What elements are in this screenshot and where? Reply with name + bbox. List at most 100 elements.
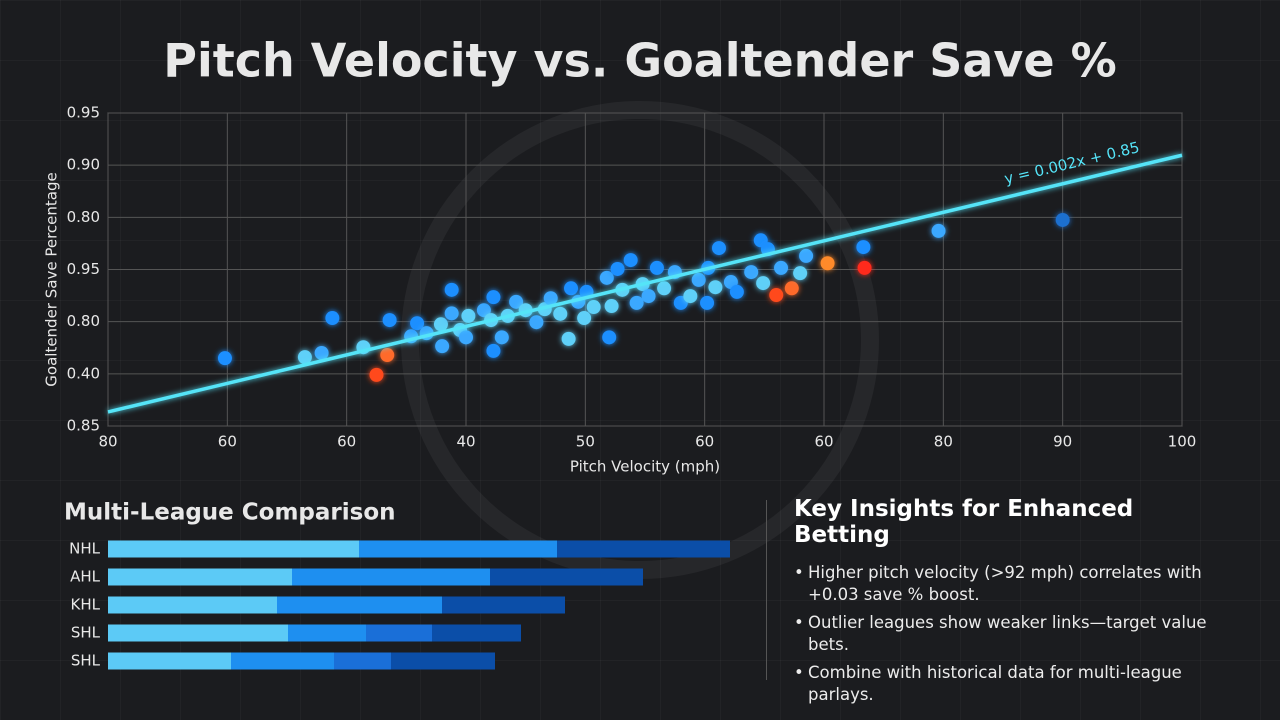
data-point: [461, 308, 476, 323]
data-point: [623, 253, 638, 268]
data-point: [217, 351, 232, 366]
y-tick-label: 0.95: [67, 260, 100, 278]
data-point: [683, 289, 698, 304]
data-point: [314, 345, 329, 360]
bar-segment: [391, 652, 495, 670]
divider: [766, 500, 767, 680]
data-point: [602, 330, 617, 345]
data-point: [711, 241, 726, 256]
data-point: [529, 315, 544, 330]
data-point: [444, 306, 459, 321]
data-point: [380, 348, 395, 363]
data-point: [494, 330, 509, 345]
insights-title: Key Insights for Enhanced Betting: [794, 496, 1134, 548]
y-tick-label: 0.95: [67, 104, 100, 122]
data-point: [700, 295, 715, 310]
data-point: [599, 270, 614, 285]
bar-segment: [334, 652, 391, 670]
data-point: [476, 303, 491, 318]
bar-segment: [108, 540, 359, 558]
data-point: [586, 300, 601, 315]
bar-segment: [108, 568, 292, 586]
data-point: [564, 281, 579, 296]
bar-segment: [442, 596, 565, 614]
data-point: [444, 282, 459, 297]
trend-line: [107, 153, 1183, 414]
data-point: [769, 288, 784, 303]
x-tick-label: 100: [1168, 433, 1197, 451]
data-point: [657, 281, 672, 296]
data-point: [325, 311, 340, 326]
x-tick-label: 40: [456, 433, 475, 451]
bar-segment: [108, 624, 288, 642]
data-point: [774, 260, 789, 275]
category-label: SHL: [71, 624, 101, 642]
data-point: [784, 281, 799, 296]
x-tick-label: 90: [1053, 433, 1072, 451]
data-point: [799, 248, 814, 263]
y-tick-label: 0.90: [67, 156, 100, 174]
x-tick-label: 80: [934, 433, 953, 451]
x-tick-label: 60: [218, 433, 237, 451]
data-point: [435, 339, 450, 354]
category-label: KHL: [71, 596, 101, 614]
insights-list: Higher pitch velocity (>92 mph) correlat…: [794, 562, 1234, 706]
y-tick-label: 0.40: [67, 364, 100, 382]
y-tick-label: 0.80: [67, 312, 100, 330]
data-point: [793, 266, 808, 281]
data-point: [729, 284, 744, 299]
data-point: [610, 261, 625, 276]
data-point: [857, 260, 872, 275]
insights-panel: Key Insights for Enhanced Betting Higher…: [794, 496, 1234, 712]
insight-item: Combine with historical data for multi-l…: [794, 662, 1234, 706]
x-tick-label: 60: [337, 433, 356, 451]
y-tick-label: 0.80: [67, 208, 100, 226]
x-tick-label: 80: [98, 433, 117, 451]
bar-segment: [108, 652, 231, 670]
data-point: [856, 240, 871, 255]
data-point: [561, 331, 576, 346]
data-point: [744, 265, 759, 280]
bar-segment: [108, 596, 277, 614]
data-point: [486, 290, 501, 305]
y-tick-label: 0.85: [67, 417, 100, 435]
bar-segment: [432, 624, 521, 642]
bar-chart-title: Multi-League Comparison: [64, 500, 396, 526]
bar-segment: [359, 540, 557, 558]
x-axis-label: Pitch Velocity (mph): [570, 458, 720, 476]
bar-segment: [288, 624, 366, 642]
data-point: [553, 306, 568, 321]
x-tick-label: 60: [695, 433, 714, 451]
data-point: [486, 343, 501, 358]
data-point: [509, 294, 524, 309]
bar-segment: [292, 568, 490, 586]
data-point: [931, 223, 946, 238]
insight-item: Higher pitch velocity (>92 mph) correlat…: [794, 562, 1234, 606]
data-point: [369, 367, 384, 382]
data-point: [410, 316, 425, 331]
bar-segment: [231, 652, 334, 670]
data-point: [543, 291, 558, 306]
data-point: [641, 289, 656, 304]
data-point: [629, 295, 644, 310]
data-point: [297, 350, 312, 365]
y-axis-label: Goaltender Save Percentage: [43, 172, 61, 386]
data-point: [433, 317, 448, 332]
data-point: [708, 280, 723, 295]
bar-segment: [490, 568, 643, 586]
data-point: [1055, 212, 1070, 227]
x-tick-label: 60: [814, 433, 833, 451]
page-title: Pitch Velocity vs. Goaltender Save %: [163, 34, 1116, 88]
data-point: [382, 313, 397, 328]
category-label: NHL: [69, 540, 101, 558]
data-point: [820, 256, 835, 271]
category-label: SHL: [71, 652, 101, 670]
bar-segment: [277, 596, 442, 614]
data-point: [577, 311, 592, 326]
category-label: AHL: [70, 568, 101, 586]
data-point: [649, 260, 664, 275]
data-point: [459, 330, 473, 345]
bar-segment: [366, 624, 432, 642]
